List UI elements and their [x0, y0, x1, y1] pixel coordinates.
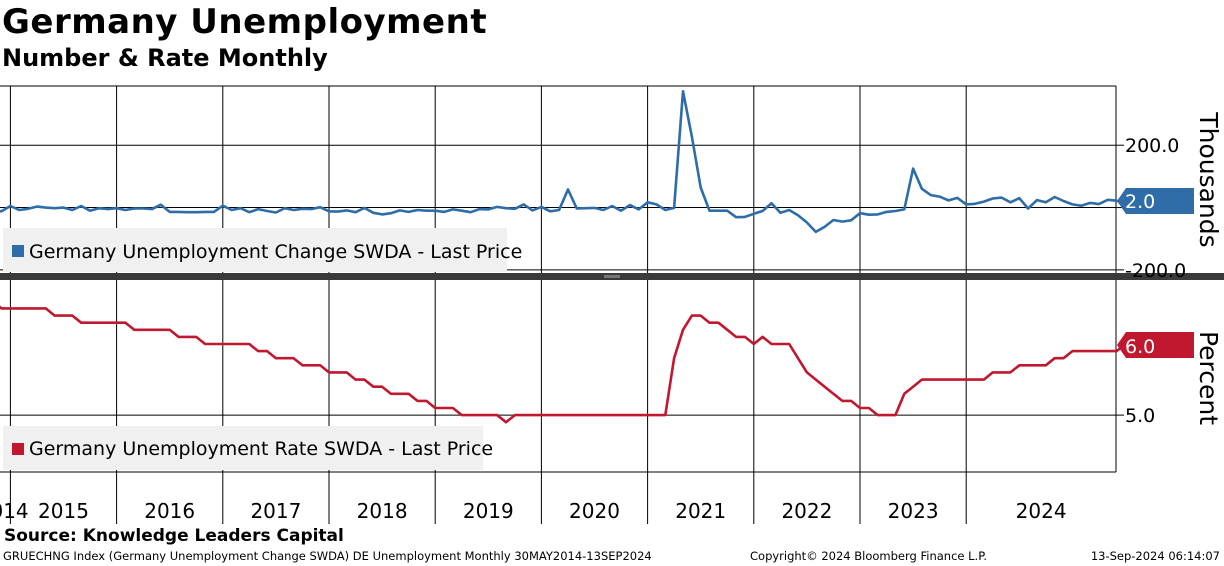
- last-value-badge-rate: 6.0: [1117, 332, 1194, 358]
- badge-rate-shape: [1117, 332, 1194, 358]
- badge-change-shape: [1117, 188, 1194, 214]
- x-tick-label: 2018: [357, 499, 408, 523]
- legend-change-label: Germany Unemployment Change SWDA - Last …: [29, 241, 522, 263]
- series-line-rate: [0, 305, 1144, 424]
- y-tick-label: 5.0: [1125, 405, 1155, 427]
- legend-rate-label: Germany Unemployment Rate SWDA - Last Pr…: [29, 438, 493, 460]
- x-tick-label: 2022: [781, 499, 832, 523]
- legend-rate: Germany Unemployment Rate SWDA - Last Pr…: [3, 426, 493, 470]
- unit-label-thousands: Thousands: [1194, 111, 1223, 247]
- x-tick-label: 2024: [1016, 499, 1067, 523]
- x-tick-label: 2016: [144, 499, 195, 523]
- source-label: Source: Knowledge Leaders Capital: [4, 526, 344, 546]
- x-tick-label: 2017: [250, 499, 301, 523]
- legend-change-swatch: [12, 245, 24, 257]
- y-tick-label: 200.0: [1125, 135, 1179, 157]
- series-layer: [0, 90, 1144, 424]
- axis-layer: 200.0 -200.0 5.0: [1116, 135, 1186, 427]
- panel-separator-handle: [604, 275, 620, 278]
- last-value-badge-change: 2.0: [1117, 188, 1194, 214]
- unit-label-percent: Percent: [1194, 331, 1223, 425]
- x-tick-label: 2019: [463, 499, 514, 523]
- chart-title: Germany Unemployment: [2, 2, 488, 42]
- footer-copyright: Copyright© 2024 Bloomberg Finance L.P.: [750, 549, 987, 563]
- badge-change-value: 2.0: [1125, 191, 1155, 213]
- x-tick-label: 2023: [888, 499, 939, 523]
- legend-rate-box: [3, 426, 483, 470]
- badge-rate-value: 6.0: [1125, 336, 1155, 358]
- x-tick-label: 2014: [0, 499, 29, 523]
- x-tick-label: 2021: [675, 499, 726, 523]
- footer-timestamp: 13-Sep-2024 06:14:07: [1090, 549, 1220, 563]
- legend-change: Germany Unemployment Change SWDA - Last …: [3, 228, 522, 272]
- series-line-change: [0, 90, 1135, 234]
- legend-rate-swatch: [12, 443, 24, 455]
- x-axis-year-labels: 2014 2015 2016 2017 2018 2019 2020 2021 2022 2023…: [0, 499, 1067, 523]
- y-tick-label: -200.0: [1125, 260, 1186, 282]
- x-tick-label: 2015: [38, 499, 89, 523]
- chart-subtitle: Number & Rate Monthly: [2, 44, 328, 72]
- legend-change-box: [3, 228, 507, 272]
- x-tick-label: 2020: [569, 499, 620, 523]
- footer-ticker-info: GRUECHNG Index (Germany Unemployment Cha…: [3, 549, 652, 563]
